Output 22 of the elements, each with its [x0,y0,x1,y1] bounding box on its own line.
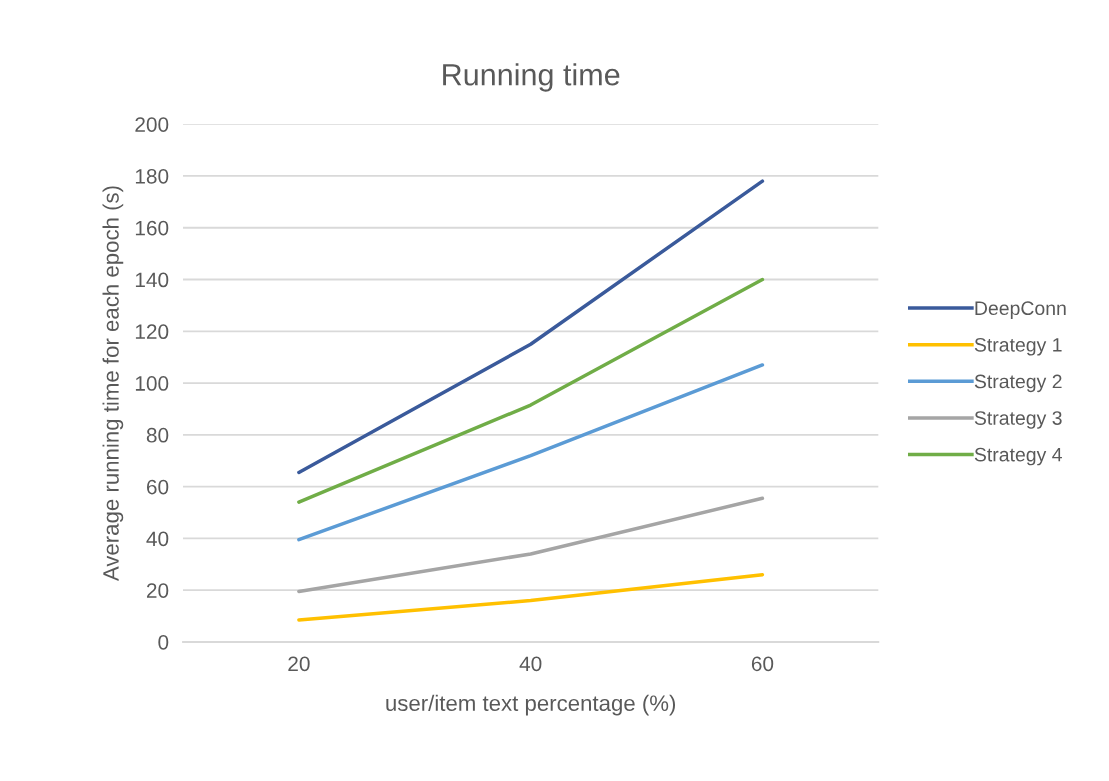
y-tick-label: 20 [146,583,169,598]
legend-label: Strategy 4 [974,447,1062,466]
y-tick-label: 180 [135,168,169,184]
y-tick-label: 40 [146,531,169,547]
y-tick-label: 200 [135,117,169,132]
legend-label: Strategy 1 [974,337,1062,356]
y-tick-label: 0 [158,634,169,650]
y-axis-title: Average running time for each epoch (s) [102,186,124,582]
y-tick-label: 80 [146,427,169,443]
y-tick-label: 120 [135,324,169,340]
y-tick-label: 60 [146,479,169,495]
y-tick-label: 100 [135,376,169,391]
legend-label: Strategy 3 [974,411,1062,429]
x-tick-label: 40 [519,656,542,672]
legend-label: Strategy 2 [974,374,1062,393]
x-tick-label: 20 [288,656,310,672]
x-tick-label: 60 [751,656,774,672]
legend-label: DeepConn [975,301,1066,319]
y-tick-label: 140 [135,272,169,288]
x-axis-title: user/item text percentage (%) [386,694,676,716]
chart-title: Running time [443,63,620,92]
y-tick-label: 160 [135,220,169,236]
